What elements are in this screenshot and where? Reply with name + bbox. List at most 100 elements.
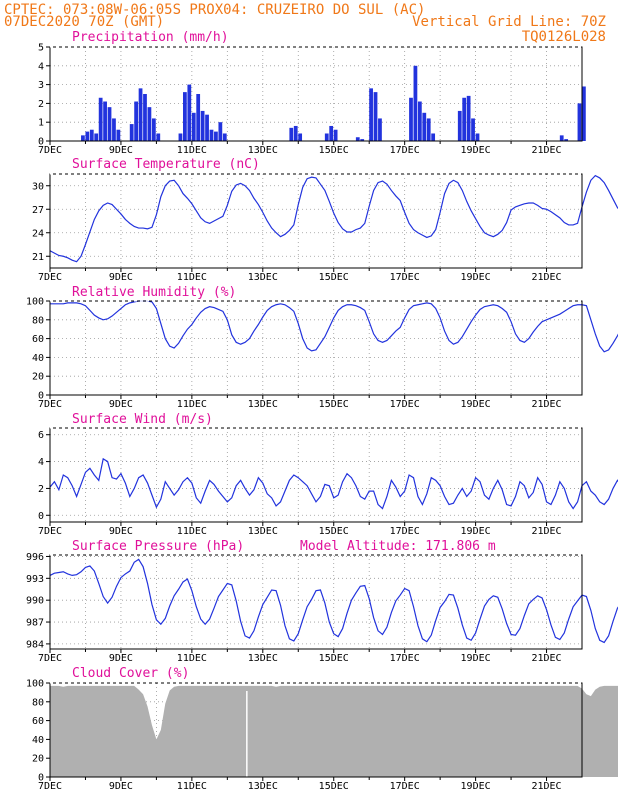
precip-bar [466, 95, 471, 141]
precip-bar [577, 103, 582, 141]
pressure-xtick-label: 17DEC [390, 653, 420, 664]
precip-bar [369, 88, 373, 141]
precip-bar [134, 101, 139, 141]
temp-xtick-label: 11DEC [177, 272, 207, 283]
cloud-ytick-label: 40 [32, 735, 44, 746]
wind-ytick-label: 4 [38, 457, 44, 468]
precip-bar [222, 133, 227, 141]
humidity-xtick-label: 17DEC [390, 399, 420, 410]
precip-bar [107, 107, 112, 141]
pressure-ytick-label: 990 [26, 596, 44, 607]
wind-panel: 0 2 4 6 7DEC 9DEC 11DEC 13DEC 15DEC 17DEC 19DEC 21D… [38, 427, 618, 537]
wind-line [49, 457, 618, 510]
temp-frame [49, 173, 583, 269]
precip-bar [209, 129, 214, 141]
wind-frame [49, 427, 583, 523]
precip-bar [103, 101, 107, 141]
temp-xtick-label: 15DEC [319, 272, 349, 283]
pressure-title: Surface Pressure (hPa) [72, 539, 244, 554]
precip-bar [559, 135, 564, 141]
pressure-ytick-label: 993 [26, 574, 44, 585]
precip-ytick-label: 0 [38, 137, 44, 148]
cloud-cover-area [50, 685, 618, 777]
precip-bar [293, 125, 298, 141]
temp-ytick-label: 27 [32, 205, 44, 216]
precip-bar [373, 92, 378, 141]
precip-xtick-label: 7DEC [38, 145, 62, 156]
temp-xtick-label: 13DEC [248, 272, 278, 283]
wind-xtick-label: 17DEC [390, 526, 420, 537]
pressure-xtick-label: 15DEC [319, 653, 349, 664]
humidity-xtick-label: 19DEC [461, 399, 491, 410]
pressure-ytick-label: 996 [26, 552, 44, 563]
precip-bar [218, 122, 223, 141]
precip-ytick-label: 3 [38, 80, 44, 91]
precip-xtick-label: 11DEC [177, 145, 207, 156]
cloud-ytick-label: 20 [32, 754, 44, 765]
precip-bar [214, 131, 218, 141]
precip-ytick-label: 5 [38, 43, 44, 54]
humidity-ytick-label: 20 [32, 372, 44, 383]
wind-xtick-label: 11DEC [177, 526, 207, 537]
precip-bar [457, 110, 462, 141]
precip-bar [138, 88, 143, 141]
precip-title: Precipitation (mm/h) [72, 30, 229, 45]
pressure-xtick-label: 13DEC [248, 653, 278, 664]
precip-bar [81, 135, 85, 141]
precip-bar [298, 133, 303, 141]
precip-bar [564, 139, 569, 141]
precip-bar [422, 112, 427, 141]
temp-xtick-label: 17DEC [390, 272, 420, 283]
humidity-ytick-label: 0 [38, 391, 44, 402]
pressure-xtick-label: 19DEC [461, 653, 491, 664]
precip-bar [333, 129, 338, 141]
precip-bar [582, 86, 586, 141]
precip-xtick-label: 19DEC [461, 145, 491, 156]
temp-title: Surface Temperature (nC) [72, 157, 260, 172]
humidity-title: Relative Humidity (%) [72, 285, 236, 300]
cloud-panel: 0 20 40 60 80 100 7DEC 9DEC 11DEC 13DEC 15DEC 17DEC… [26, 679, 618, 792]
wind-ytick-label: 0 [38, 511, 44, 522]
temp-ytick-label: 21 [32, 252, 44, 263]
temp-line [49, 174, 618, 263]
temp-ytick-label: 30 [32, 181, 44, 192]
precip-bar [94, 133, 99, 141]
humidity-xtick-label: 15DEC [319, 399, 349, 410]
humidity-ytick-label: 100 [26, 297, 44, 308]
precip-bar [324, 133, 329, 141]
temp-ytick-label: 24 [32, 228, 44, 239]
precip-bar [471, 118, 475, 141]
humidity-xtick-label: 11DEC [177, 399, 207, 410]
humidity-ytick-label: 40 [32, 353, 44, 364]
humidity-xtick-label: 9DEC [109, 399, 133, 410]
temp-xtick-label: 9DEC [109, 272, 133, 283]
precip-bar [289, 127, 294, 141]
cloud-xtick-label: 11DEC [177, 781, 207, 792]
pressure-ytick-label: 987 [26, 618, 44, 629]
precip-bar [360, 139, 365, 141]
wind-ytick-label: 2 [38, 484, 44, 495]
precip-bar [462, 97, 467, 141]
wind-xtick-label: 9DEC [109, 526, 133, 537]
precip-bar [426, 118, 431, 141]
precip-bar [143, 94, 147, 141]
precip-bar [156, 133, 161, 141]
humidity-ytick-label: 80 [32, 315, 44, 326]
precip-panel: 0 1 2 3 4 5 7DEC 9DEC 11DEC 13DEC 15DEC 17DEC 19DEC 2… [38, 43, 586, 156]
cloud-xtick-label: 13DEC [248, 781, 278, 792]
precip-xtick-label: 15DEC [319, 145, 349, 156]
precip-ytick-label: 2 [38, 99, 44, 110]
humidity-frame [49, 300, 583, 396]
precip-bar [191, 112, 196, 141]
humidity-panel: 0 20 40 60 80 100 7DEC 9DEC 11DEC 13DEC 15DEC 17DEC… [26, 297, 618, 410]
wind-xtick-label: 13DEC [248, 526, 278, 537]
precip-bar [129, 124, 134, 141]
precip-bar [475, 133, 480, 141]
precip-bar [355, 137, 360, 141]
wind-xtick-label: 21DEC [531, 526, 561, 537]
precip-ytick-label: 4 [38, 61, 44, 72]
precip-xtick-label: 17DEC [390, 145, 420, 156]
cloud-ytick-label: 60 [32, 716, 44, 727]
precip-bar [116, 129, 121, 141]
